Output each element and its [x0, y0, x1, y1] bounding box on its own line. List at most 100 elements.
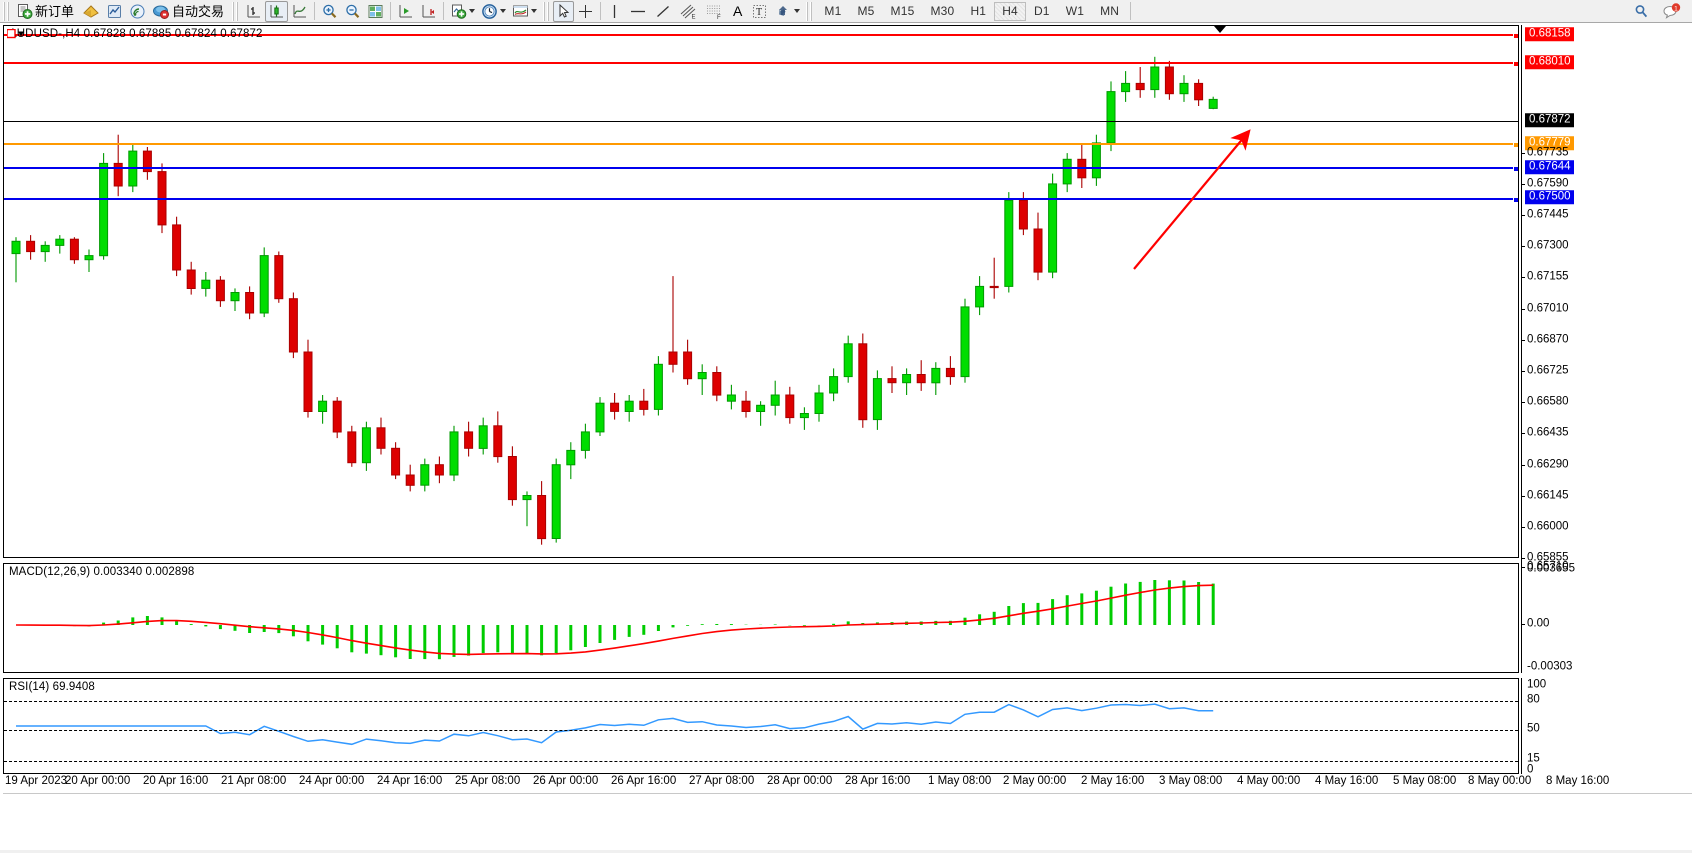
auto-scroll-icon: [397, 3, 414, 20]
rsi-pane[interactable]: RSI(14) 69.9408: [3, 678, 1519, 774]
toolbar-separator-3: [443, 2, 445, 20]
time-label-19: 8 May 00:00: [1468, 775, 1532, 787]
price-tick-067590: 0.67590: [1527, 177, 1569, 190]
chevron-down-icon-2[interactable]: [500, 9, 507, 13]
level-line-067644[interactable]: [4, 166, 1518, 172]
rsi-scale[interactable]: 100 80 50 15 0: [1521, 678, 1692, 776]
time-axis-rule: [3, 793, 1692, 794]
time-label-8: 26 Apr 16:00: [611, 775, 677, 787]
level-anchor-icon-2[interactable]: [1513, 61, 1518, 67]
rsi-tick-15: 15: [1527, 752, 1540, 765]
trendline-tool-button[interactable]: [651, 1, 675, 22]
candlestick-series: [11, 56, 1218, 545]
search-button[interactable]: [1630, 1, 1653, 22]
chevron-down-icon-4[interactable]: [794, 9, 801, 13]
equidistant-channel-tool-button[interactable]: E: [675, 1, 701, 22]
time-axis[interactable]: 19 Apr 2023 20 Apr 00:00 20 Apr 16:00 21…: [3, 775, 1692, 801]
timeframe-m30[interactable]: M30: [930, 4, 955, 18]
toolbar-grip-4[interactable]: [806, 1, 815, 21]
chevron-down-icon-3[interactable]: [531, 9, 538, 13]
time-label-3: 21 Apr 08:00: [221, 775, 287, 787]
rsi-tick-100: 100: [1527, 678, 1547, 691]
time-label-12: 1 May 08:00: [928, 775, 992, 787]
zoom-out-button[interactable]: [341, 1, 364, 22]
toolbar-separator-5: [1130, 2, 1132, 20]
timeframe-mn[interactable]: MN: [1100, 4, 1120, 18]
new-order-label: 新订单: [35, 3, 75, 19]
indicators-button[interactable]: [103, 1, 126, 22]
timeframe-m15[interactable]: M15: [890, 4, 915, 18]
templates-button[interactable]: [509, 1, 540, 22]
level-anchor-icon-5[interactable]: [1513, 197, 1518, 203]
price-tick-067300: 0.67300: [1527, 239, 1569, 252]
chart-area[interactable]: AUDUSD-,H4 0.67828 0.67885 0.67824 0.678…: [0, 23, 1692, 853]
time-label-11: 28 Apr 16:00: [845, 775, 911, 787]
timeframe-h4[interactable]: H4: [994, 1, 1026, 21]
price-tick-066725: 0.66725: [1527, 364, 1569, 377]
price-scale[interactable]: 0.68158 0.68010 0.67872 0.67779 0.67644 …: [1521, 25, 1692, 563]
timeframe-m5[interactable]: M5: [857, 4, 875, 18]
chart-collapse-icon[interactable]: [7, 29, 27, 39]
price-tick-066580: 0.66580: [1527, 395, 1569, 408]
time-label-14: 2 May 16:00: [1081, 775, 1145, 787]
add-indicator-button[interactable]: [447, 1, 478, 22]
timeframe-d1[interactable]: D1: [1033, 4, 1050, 18]
price-tick-066290: 0.66290: [1527, 458, 1569, 471]
text-tool-button[interactable]: A: [727, 1, 748, 22]
level-anchor-icon-4[interactable]: [1513, 166, 1518, 172]
expert-advisor-button[interactable]: [79, 1, 103, 22]
toolbar-grip[interactable]: [3, 1, 11, 21]
crosshair-tool-button[interactable]: [574, 1, 597, 22]
time-label-10: 28 Apr 00:00: [767, 775, 833, 787]
zoom-in-button[interactable]: [318, 1, 341, 22]
macd-tick-min: -0.00303: [1527, 660, 1573, 673]
auto-scroll-button[interactable]: [394, 1, 417, 22]
time-label-7: 26 Apr 00:00: [533, 775, 599, 787]
chart-shift-button[interactable]: [417, 1, 440, 22]
price-tick-067445: 0.67445: [1527, 208, 1569, 221]
bar-chart-button[interactable]: [242, 1, 265, 22]
timeframe-w1[interactable]: W1: [1065, 4, 1085, 18]
notifications-button[interactable]: 1: [1659, 1, 1684, 22]
price-pane[interactable]: AUDUSD-,H4 0.67828 0.67885 0.67824 0.678…: [3, 25, 1519, 558]
time-label-4: 24 Apr 00:00: [299, 775, 365, 787]
candlestick-chart-button[interactable]: [265, 0, 289, 22]
timeframe-m1[interactable]: M1: [824, 4, 842, 18]
toolbar-grip-2[interactable]: [232, 1, 241, 21]
autotrading-button[interactable]: 自动交易: [149, 1, 229, 22]
chevron-down-icon[interactable]: [469, 9, 476, 13]
time-label-13: 2 May 00:00: [1003, 775, 1067, 787]
rsi-tick-0: 0: [1527, 763, 1534, 776]
macd-series: [15, 580, 1215, 660]
level-line-067500[interactable]: [4, 197, 1518, 203]
timeframe-h1[interactable]: H1: [970, 4, 987, 18]
macd-pane[interactable]: MACD(12,26,9) 0.003340 0.002898: [3, 563, 1519, 673]
fibonacci-tool-button[interactable]: F: [701, 1, 727, 22]
indicators-icon: [106, 3, 123, 20]
data-window-button[interactable]: [364, 1, 387, 22]
signals-button[interactable]: [126, 1, 149, 22]
level-line-067779[interactable]: [4, 142, 1518, 148]
horizontal-line-tool-button[interactable]: [625, 1, 651, 22]
line-chart-button[interactable]: [288, 1, 311, 22]
new-order-button[interactable]: 新订单: [13, 1, 79, 22]
trend-arrow-annotation[interactable]: [4, 26, 1518, 557]
level-line-068010[interactable]: [4, 61, 1518, 67]
data-window-icon: [367, 3, 384, 20]
expert-advisor-icon: [82, 3, 100, 20]
time-label-20: 8 May 16:00: [1546, 775, 1610, 787]
toolbar-grip-3[interactable]: [543, 1, 552, 21]
level-anchor-icon[interactable]: [1513, 33, 1518, 39]
level-line-068158[interactable]: [4, 33, 1518, 39]
level-line-067872[interactable]: [4, 121, 1518, 122]
time-label-18: 5 May 08:00: [1393, 775, 1457, 787]
arrows-tool-button[interactable]: [771, 1, 803, 22]
cursor-tool-button[interactable]: [553, 0, 575, 22]
level-anchor-icon-3[interactable]: [1513, 142, 1518, 148]
main-toolbar: 新订单: [0, 0, 1692, 23]
periods-button[interactable]: [478, 1, 509, 22]
vertical-line-tool-button[interactable]: [604, 1, 625, 22]
toolbar-separator-2: [390, 2, 392, 20]
macd-scale[interactable]: 0.003655 0.00 -0.00303: [1521, 563, 1692, 673]
text-label-tool-button[interactable]: T: [748, 1, 771, 22]
